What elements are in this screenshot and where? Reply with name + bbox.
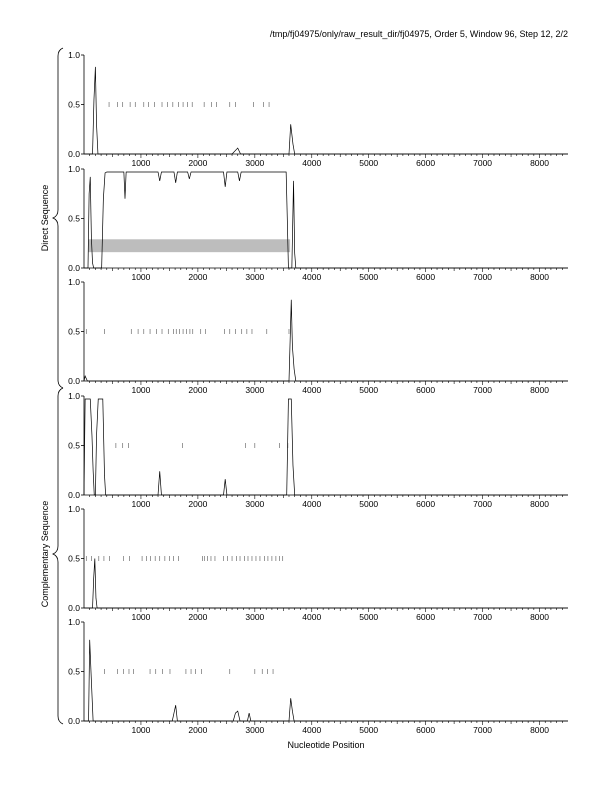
x-tick-label: 6000 <box>416 272 435 282</box>
direct-sequence-label: Direct Sequence <box>40 185 50 252</box>
x-tick-label: 5000 <box>359 158 378 168</box>
y-tick-label: 0.5 <box>68 100 80 110</box>
x-tick-label: 3000 <box>245 725 264 735</box>
x-tick-label: 1000 <box>131 725 150 735</box>
x-tick-label: 5000 <box>359 499 378 509</box>
y-tick-label: 0.0 <box>68 149 80 159</box>
x-tick-label: 2000 <box>188 385 207 395</box>
x-tick-label: 4000 <box>302 272 321 282</box>
x-tick-label: 4000 <box>302 385 321 395</box>
x-tick-label: 6000 <box>416 385 435 395</box>
x-tick-label: 5000 <box>359 272 378 282</box>
x-axis-label: Nucleotide Position <box>287 740 364 750</box>
direct-group-brace <box>51 47 64 389</box>
x-tick-label: 8000 <box>530 725 549 735</box>
x-tick-label: 2000 <box>188 158 207 168</box>
x-tick-label: 2000 <box>188 725 207 735</box>
y-tick-label: 0.0 <box>68 490 80 500</box>
x-tick-label: 1000 <box>131 499 150 509</box>
y-tick-label: 1.0 <box>68 50 80 60</box>
plot-panels: 0.0 0.5 1.0 1000 2000 3000 4000 5000 6000 7000 800… <box>68 50 568 735</box>
x-tick-label: 7000 <box>473 725 492 735</box>
x-tick-label: 2000 <box>188 272 207 282</box>
x-tick-label: 8000 <box>530 272 549 282</box>
x-tick-label: 7000 <box>473 385 492 395</box>
x-tick-label: 3000 <box>245 158 264 168</box>
series-line <box>84 66 568 155</box>
series-line <box>84 171 568 269</box>
complementary-group-brace <box>51 387 64 725</box>
x-tick-label: 8000 <box>530 158 549 168</box>
x-tick-label: 1000 <box>131 272 150 282</box>
x-tick-label: 3000 <box>245 499 264 509</box>
panel-3: 0.0 0.5 1.0 1000 2000 3000 4000 5000 6000 7000 800… <box>68 277 568 395</box>
y-tick-label: 1.0 <box>68 391 80 401</box>
x-tick-label: 7000 <box>473 499 492 509</box>
panel-6: 0.0 0.5 1.0 1000 2000 3000 4000 5000 6000 7000 800… <box>68 617 568 735</box>
y-tick-label: 1.0 <box>68 277 80 287</box>
x-tick-label: 5000 <box>359 725 378 735</box>
x-tick-label: 4000 <box>302 725 321 735</box>
series-line <box>83 299 568 382</box>
shaded-band <box>88 239 291 253</box>
y-tick-label: 1.0 <box>68 504 80 514</box>
y-tick-label: 0.5 <box>68 327 80 337</box>
x-tick-label: 6000 <box>416 725 435 735</box>
x-tick-label: 6000 <box>416 158 435 168</box>
x-tick-label: 2000 <box>188 612 207 622</box>
x-tick-label: 3000 <box>245 612 264 622</box>
x-tick-label: 4000 <box>302 612 321 622</box>
x-tick-label: 1000 <box>131 385 150 395</box>
y-tick-label: 0.5 <box>68 441 80 451</box>
y-tick-label: 0.5 <box>68 667 80 677</box>
x-tick-label: 5000 <box>359 612 378 622</box>
x-tick-label: 1000 <box>131 612 150 622</box>
x-tick-label: 1000 <box>131 158 150 168</box>
x-tick-label: 4000 <box>302 158 321 168</box>
y-tick-label: 1.0 <box>68 617 80 627</box>
series-line <box>84 639 568 722</box>
panel-4: 0.0 0.5 1.0 1000 2000 3000 4000 5000 6000 7000 800… <box>68 391 568 509</box>
series-line <box>84 558 568 609</box>
panel-2: 0.0 0.5 1.0 1000 2000 3000 4000 5000 6000 7000 800… <box>68 164 568 282</box>
x-tick-label: 8000 <box>530 385 549 395</box>
y-tick-label: 1.0 <box>68 164 80 174</box>
x-tick-label: 7000 <box>473 158 492 168</box>
y-tick-label: 0.0 <box>68 263 80 273</box>
series-line <box>83 398 568 496</box>
y-tick-label: 0.0 <box>68 716 80 726</box>
x-tick-label: 7000 <box>473 272 492 282</box>
x-tick-label: 3000 <box>245 272 264 282</box>
x-tick-label: 6000 <box>416 499 435 509</box>
y-tick-label: 0.5 <box>68 214 80 224</box>
x-tick-label: 3000 <box>245 385 264 395</box>
y-tick-label: 0.0 <box>68 603 80 613</box>
x-tick-label: 5000 <box>359 385 378 395</box>
x-tick-label: 8000 <box>530 499 549 509</box>
x-tick-label: 7000 <box>473 612 492 622</box>
figure-title: /tmp/fj04975/only/raw_result_dir/fj04975… <box>270 29 568 39</box>
x-tick-label: 6000 <box>416 612 435 622</box>
x-tick-label: 2000 <box>188 499 207 509</box>
y-tick-label: 0.5 <box>68 554 80 564</box>
y-tick-label: 0.0 <box>68 376 80 386</box>
x-tick-label: 8000 <box>530 612 549 622</box>
x-tick-label: 4000 <box>302 499 321 509</box>
panel-1: 0.0 0.5 1.0 1000 2000 3000 4000 5000 6000 7000 800… <box>68 50 568 168</box>
panel-5: 0.0 0.5 1.0 1000 2000 3000 4000 5000 6000 7000 800… <box>68 504 568 622</box>
complementary-sequence-label: Complementary Sequence <box>40 501 50 608</box>
